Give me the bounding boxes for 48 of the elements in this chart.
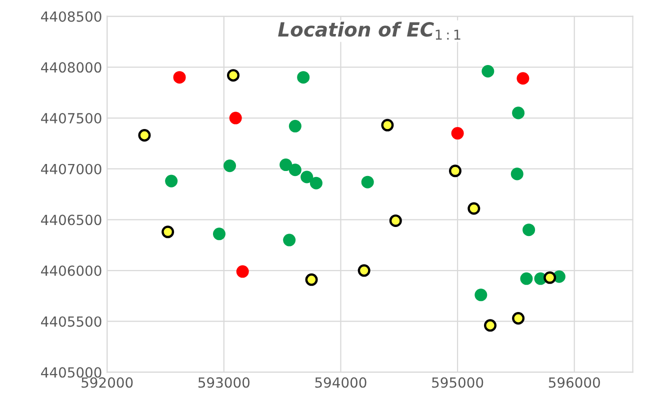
point <box>510 168 524 180</box>
point <box>226 69 240 82</box>
y-tick-label: 4407500 <box>41 112 102 124</box>
point <box>512 312 525 325</box>
point <box>138 129 151 142</box>
point <box>212 228 226 240</box>
point <box>173 71 186 84</box>
point <box>300 170 314 184</box>
point <box>297 71 310 84</box>
point <box>451 127 464 140</box>
y-tick-label: 4408500 <box>41 11 102 22</box>
x-tick-label: 594000 <box>315 377 366 388</box>
point <box>468 202 480 215</box>
point <box>310 176 322 190</box>
point <box>288 120 302 132</box>
y-tick-label: 4406000 <box>41 265 102 276</box>
point <box>389 214 402 227</box>
point <box>361 176 374 188</box>
point <box>283 234 296 246</box>
point <box>516 72 530 85</box>
point <box>474 288 488 302</box>
chart-title: Location of EC$_{1:1}$ <box>278 22 460 40</box>
point <box>162 226 174 238</box>
y-tick-label: 4405500 <box>41 316 102 327</box>
y-tick-label: 4406500 <box>41 214 102 226</box>
x-tick-label: 593000 <box>198 377 250 388</box>
point <box>512 106 525 120</box>
x-tick-label: 595000 <box>432 377 484 388</box>
point <box>484 319 497 332</box>
point <box>381 118 394 132</box>
point <box>544 271 556 284</box>
point <box>280 158 292 172</box>
point <box>229 112 242 124</box>
point <box>358 264 370 277</box>
point <box>520 272 533 285</box>
point <box>236 265 249 278</box>
y-tick-label: 4405000 <box>41 367 102 378</box>
point <box>522 224 536 236</box>
point <box>223 160 236 172</box>
point <box>165 174 178 188</box>
x-tick-label: 596000 <box>548 377 600 388</box>
point <box>288 164 302 176</box>
point <box>305 273 318 286</box>
point <box>482 65 494 78</box>
x-tick-label: 592000 <box>82 377 133 388</box>
y-tick-label: 4408000 <box>41 62 102 73</box>
point <box>448 164 462 178</box>
y-tick-label: 4407000 <box>41 164 102 174</box>
